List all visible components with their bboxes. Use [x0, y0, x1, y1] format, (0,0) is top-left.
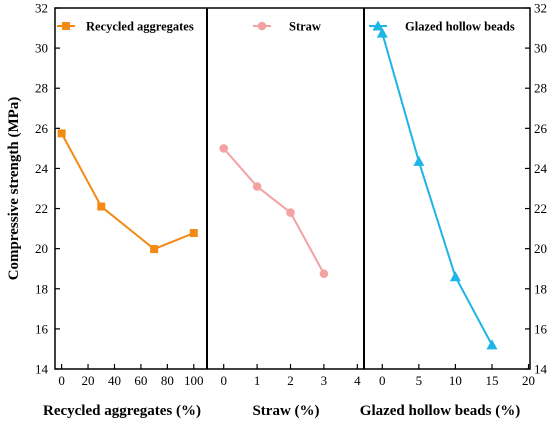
y-axis-title: Compressive strength (MPa) [6, 97, 22, 281]
y-tick-label-left: 14 [35, 362, 49, 377]
x-tick-label: 4 [354, 373, 361, 388]
y-tick-label-left: 24 [35, 161, 49, 176]
y-tick-label-right: 32 [534, 1, 547, 16]
x-axis-title: Glazed hollow beads (%) [360, 403, 520, 419]
y-tick-label-right: 24 [534, 161, 548, 176]
x-tick-label: 10 [449, 373, 462, 388]
x-tick-label: 5 [416, 373, 423, 388]
legend-label: Straw [289, 20, 321, 34]
y-tick-label-right: 30 [534, 41, 547, 56]
y-tick-label-right: 18 [534, 281, 547, 296]
data-point [97, 202, 106, 211]
data-point [319, 269, 329, 279]
y-tick-label-left: 28 [35, 81, 48, 96]
data-point [150, 245, 159, 254]
y-tick-label-left: 20 [35, 241, 48, 256]
y-tick-label-right: 14 [534, 362, 548, 377]
x-tick-label: 100 [184, 373, 204, 388]
legend-label: Glazed hollow beads [405, 20, 515, 34]
y-tick-label-right: 16 [534, 321, 548, 336]
legend-marker [257, 21, 267, 31]
data-point [449, 271, 461, 282]
y-tick-label-left: 30 [35, 41, 48, 56]
data-point [413, 155, 425, 166]
plot-frame [54, 7, 531, 370]
x-tick-label: 20 [522, 373, 535, 388]
y-tick-label-left: 16 [35, 321, 49, 336]
y-tick-label-left: 26 [35, 121, 49, 136]
x-tick-label: 2 [287, 373, 294, 388]
y-tick-label-right: 20 [534, 241, 547, 256]
x-axis-title: Recycled aggregates (%) [43, 403, 201, 419]
y-tick-label-right: 28 [534, 81, 547, 96]
series-line [381, 32, 493, 346]
series-line [60, 132, 195, 251]
legend-label: Recycled aggregates [86, 20, 194, 34]
y-tick-label-right: 22 [534, 201, 547, 216]
series-line [222, 147, 325, 275]
x-tick-label: 0 [379, 373, 386, 388]
y-tick-label-left: 22 [35, 201, 48, 216]
legend-marker [372, 20, 384, 31]
y-tick-label-left: 18 [35, 281, 48, 296]
x-tick-label: 80 [161, 373, 174, 388]
x-tick-label: 3 [321, 373, 328, 388]
x-tick-label: 15 [485, 373, 498, 388]
data-point [286, 208, 295, 217]
x-tick-label: 1 [254, 373, 261, 388]
x-tick-label: 0 [58, 373, 65, 388]
y-tick-label-right: 26 [534, 121, 548, 136]
data-point [219, 144, 229, 153]
data-point [486, 339, 498, 350]
data-point [252, 182, 262, 191]
legend-marker [62, 22, 70, 30]
x-tick-label: 40 [108, 373, 121, 388]
x-axis-title: Straw (%) [252, 403, 319, 419]
data-point [57, 129, 66, 138]
x-tick-label: 20 [82, 373, 95, 388]
x-tick-label: 0 [220, 373, 227, 388]
y-tick-label-left: 32 [35, 1, 48, 16]
data-point [189, 229, 198, 238]
x-tick-label: 60 [134, 373, 147, 388]
data-point [376, 27, 388, 38]
